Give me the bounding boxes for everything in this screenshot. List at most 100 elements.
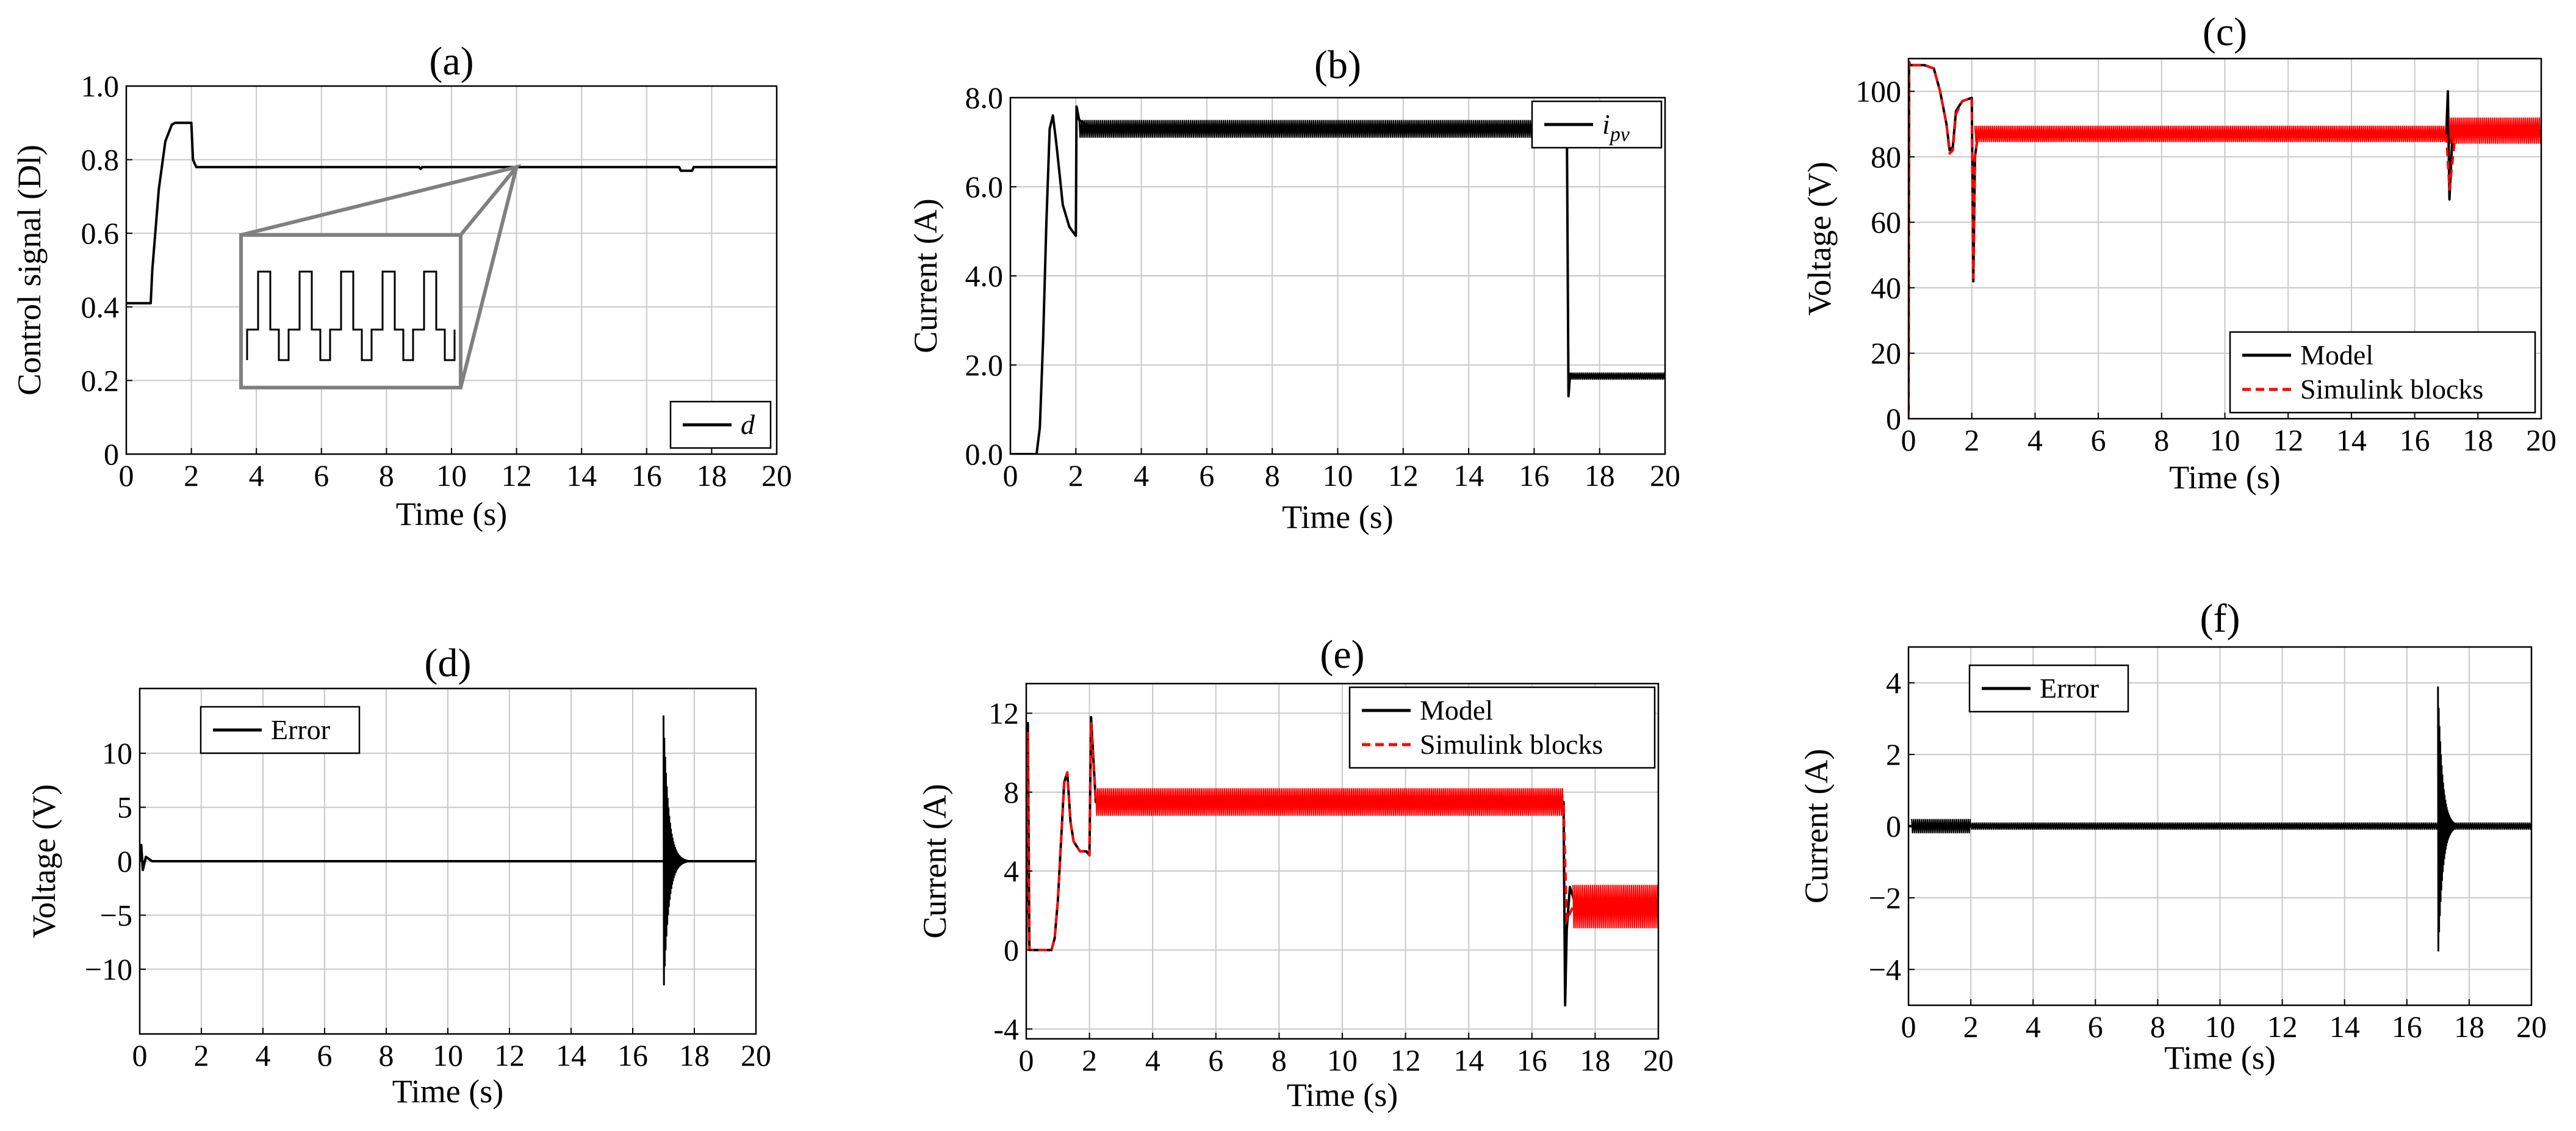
- xtick-label-a-8: 16: [631, 458, 662, 493]
- ytick-label-f-0: −4: [1869, 952, 1901, 986]
- plot-area-d: [140, 715, 756, 986]
- series-d-error: [140, 844, 756, 872]
- xtick-label-f-3: 6: [2088, 1010, 2103, 1044]
- legend-label-d-0: Error: [271, 714, 330, 745]
- xtick-label-e-5: 10: [1327, 1043, 1358, 1077]
- plot-area-c: [1909, 60, 2541, 419]
- xtick-label-c-0: 0: [1901, 423, 1916, 457]
- xtick-label-d-10: 20: [741, 1038, 771, 1072]
- xtick-label-a-10: 20: [761, 458, 792, 493]
- xtick-label-a-1: 2: [184, 458, 199, 493]
- xtick-label-c-5: 10: [2210, 423, 2240, 457]
- xtick-label-b-6: 12: [1388, 458, 1419, 493]
- ytick-label-c-1: 20: [1871, 336, 1901, 370]
- xlabel-a: Time (s): [396, 496, 508, 532]
- ytick-label-b-3: 6.0: [965, 170, 1004, 204]
- inset-square-wave: [246, 270, 456, 361]
- series-c-simulink-blocks: [1909, 60, 2541, 419]
- xlabel-b: Time (s): [1282, 499, 1394, 535]
- ytick-label-e-3: 8: [1004, 775, 1019, 809]
- series-f-spike: [2437, 686, 2461, 952]
- xtick-label-e-2: 4: [1145, 1043, 1160, 1077]
- xtick-label-e-9: 18: [1580, 1043, 1610, 1077]
- xlabel-f: Time (s): [2164, 1039, 2276, 1076]
- ytick-label-a-5: 1.0: [81, 69, 120, 103]
- xlabel-c: Time (s): [2169, 459, 2281, 496]
- ytick-label-e-1: 0: [1004, 933, 1019, 967]
- panel-b: 0 2 4 6 8 10 12 14 16 18 20 0.0 2.0 4.0 6.0 8.0 (b) Time …: [907, 43, 1680, 535]
- xtick-label-e-0: 0: [1019, 1043, 1034, 1077]
- ytick-label-a-3: 0.6: [81, 216, 120, 250]
- xtick-label-f-8: 16: [2392, 1010, 2422, 1044]
- series-c-1-ripple-0: [1974, 125, 2447, 142]
- xtick-label-e-4: 8: [1272, 1043, 1287, 1077]
- xtick-label-d-3: 6: [317, 1038, 333, 1072]
- series-e-simulink-blocks: [1026, 721, 1658, 952]
- ytick-label-e-2: 4: [1004, 854, 1019, 888]
- xtick-label-c-3: 6: [2091, 423, 2106, 457]
- inset-box: [239, 233, 462, 389]
- ytick-label-c-5: 100: [1855, 74, 1901, 109]
- ytick-label-c-4: 80: [1871, 140, 1901, 174]
- xlabel-d: Time (s): [392, 1073, 504, 1110]
- xtick-label-b-4: 8: [1265, 458, 1280, 493]
- inset-connector-bottom: [459, 166, 519, 388]
- ytick-label-a-4: 0.8: [81, 143, 120, 177]
- panel-title-d: (d): [425, 641, 472, 685]
- xtick-label-a-0: 0: [119, 458, 134, 493]
- ytick-label-e-4: 12: [988, 696, 1019, 731]
- ytick-label-c-0: 0: [1886, 402, 1901, 436]
- plot-area-e: [1026, 716, 1658, 1006]
- legend-label-a-0: d: [741, 409, 755, 440]
- xtick-label-c-4: 8: [2154, 423, 2169, 457]
- ytick-label-a-0: 0: [104, 437, 119, 471]
- plot-area-f: [1909, 686, 2531, 952]
- series-e-1-ripple-1: [1572, 884, 1658, 928]
- ytick-label-e-0: -4: [993, 1012, 1019, 1046]
- ylabel-a: Control signal (Dl): [11, 145, 48, 396]
- ytick-label-c-2: 40: [1871, 270, 1901, 305]
- panel-d: 0 2 4 6 8 10 12 14 16 18 20 −10 −5 0 5 10 (d) Time (s) Vol…: [26, 641, 771, 1110]
- xtick-label-e-6: 12: [1391, 1043, 1421, 1077]
- xtick-label-d-9: 18: [679, 1038, 710, 1072]
- panel-a: 0 2 4 6 8 10 12 14 16 18 20 0 0.2 0.4 0.6 0.8 1.0 (a) Time…: [11, 39, 792, 532]
- ytick-label-d-0: −10: [85, 952, 132, 986]
- xtick-label-b-7: 14: [1453, 458, 1484, 493]
- ytick-label-d-4: 10: [102, 736, 132, 770]
- ylabel-c: Voltage (V): [1801, 162, 1838, 316]
- xtick-label-c-7: 14: [2336, 423, 2367, 457]
- series-a-d: [126, 121, 777, 305]
- ytick-label-f-4: 4: [1886, 666, 1901, 700]
- xtick-label-c-9: 18: [2463, 423, 2493, 457]
- legend-f: Error: [1968, 664, 2129, 713]
- ytick-label-d-1: −5: [100, 898, 132, 932]
- legend-label-e-0: Model: [1420, 695, 1493, 726]
- xtick-label-b-5: 10: [1323, 458, 1353, 493]
- legend-d: Error: [200, 706, 361, 754]
- xtick-label-d-2: 4: [256, 1038, 271, 1072]
- ylabel-e: Current (A): [916, 784, 953, 938]
- panel-c: 0 2 4 6 8 10 12 14 16 18 20 0 20 40 60 80 100 (c) Time (s)…: [1801, 10, 2556, 496]
- legend-label-c-1: Simulink blocks: [2300, 374, 2483, 405]
- xtick-label-e-7: 14: [1453, 1043, 1484, 1077]
- xtick-label-d-8: 16: [617, 1038, 648, 1072]
- xtick-label-e-8: 16: [1517, 1043, 1547, 1077]
- xtick-label-c-10: 20: [2526, 423, 2556, 457]
- ytick-label-d-2: 0: [117, 844, 132, 878]
- ytick-label-a-1: 0.2: [81, 363, 120, 397]
- plot-area-b: [1010, 105, 1665, 454]
- legend-a: d: [669, 400, 772, 449]
- xtick-label-d-1: 2: [194, 1038, 209, 1072]
- xtick-label-e-10: 20: [1643, 1043, 1674, 1077]
- plot-area-a: [126, 121, 777, 305]
- xtick-label-b-2: 4: [1134, 458, 1149, 493]
- xtick-label-a-6: 12: [502, 458, 532, 493]
- ytick-label-f-1: −2: [1869, 881, 1901, 915]
- ytick-label-c-3: 60: [1871, 205, 1901, 239]
- xtick-label-c-6: 12: [2273, 423, 2303, 457]
- panel-title-c: (c): [2203, 10, 2247, 54]
- xtick-label-a-7: 14: [566, 458, 597, 493]
- legend-box-e: [1348, 686, 1656, 769]
- ytick-label-d-3: 5: [117, 790, 132, 825]
